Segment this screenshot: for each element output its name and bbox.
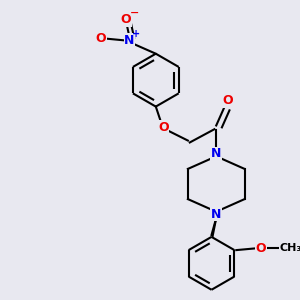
Text: O: O xyxy=(222,94,233,107)
Text: −: − xyxy=(129,8,139,18)
Text: CH₃: CH₃ xyxy=(280,243,300,253)
Text: +: + xyxy=(132,29,140,39)
Text: O: O xyxy=(256,242,266,255)
Text: N: N xyxy=(211,208,221,221)
Text: O: O xyxy=(96,32,106,45)
Text: N: N xyxy=(124,34,134,47)
Text: O: O xyxy=(120,13,131,26)
Text: O: O xyxy=(158,121,169,134)
Text: N: N xyxy=(211,147,221,160)
